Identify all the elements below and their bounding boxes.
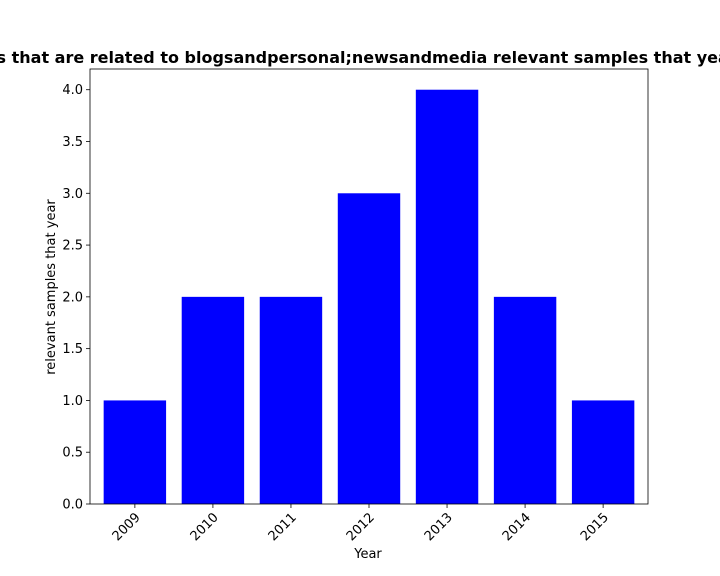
x-tick-label: 2015 [578, 510, 612, 544]
y-tick-label: 2.5 [62, 239, 83, 254]
x-tick-label: 2010 [188, 510, 222, 544]
bar [493, 296, 557, 504]
chart-title: Number of samples that are related to bl… [0, 48, 720, 67]
y-axis-label: relevant samples that year [44, 199, 59, 375]
bar [181, 296, 245, 504]
y-tick-label: 1.5 [62, 342, 83, 357]
x-tick-label: 2014 [500, 510, 534, 544]
x-axis-label: Year [353, 547, 382, 562]
y-tick-label: 2.0 [62, 290, 83, 305]
x-tick-label: 2009 [110, 510, 144, 544]
x-tick-label: 2013 [422, 510, 456, 544]
y-tick-label: 0.0 [62, 498, 83, 513]
bar [415, 89, 479, 504]
x-tick-label: 2012 [344, 510, 378, 544]
y-tick-label: 4.0 [62, 83, 83, 98]
bar [571, 400, 635, 504]
plot-area: 0.0 0.5 1.0 1.5 2.0 2.5 3.0 3.5 4.0 2009 2010 2011 2… [62, 68, 649, 544]
y-tick-label: 0.5 [62, 446, 83, 461]
y-tick-label: 3.0 [62, 187, 83, 202]
y-tick-label: 1.0 [62, 394, 83, 409]
y-tick-label: 3.5 [62, 135, 83, 150]
bar [337, 193, 401, 505]
x-tick-label: 2011 [266, 510, 300, 544]
bar [103, 400, 167, 504]
bar [259, 296, 323, 504]
